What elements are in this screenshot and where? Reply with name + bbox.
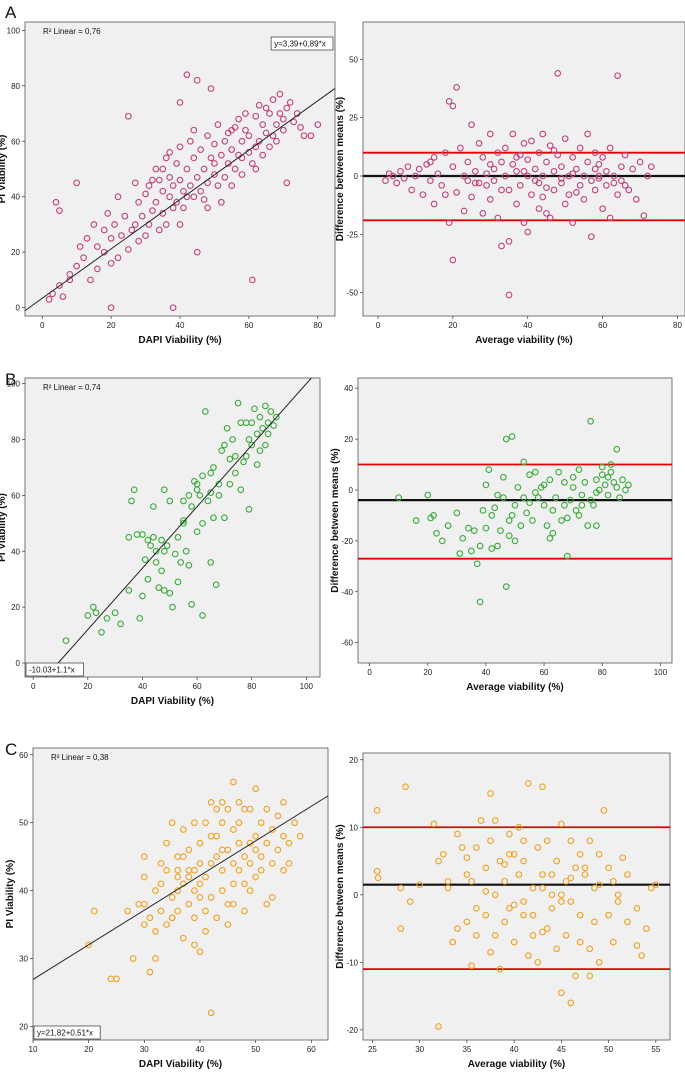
y-tick-label: 50 xyxy=(19,819,28,828)
y-tick-label: -60 xyxy=(341,639,353,648)
x-tick-label: 0 xyxy=(31,682,36,691)
y-tick-label: 80 xyxy=(11,435,20,444)
x-tick-label: 30 xyxy=(140,1045,149,1054)
chart-b-scatter: 0 20 40 60 80 100 0 20 40 60 80 100 DAPI Viability (… xyxy=(0,378,320,707)
x-tick-label: 40 xyxy=(481,668,490,677)
x-tick-label: 25 xyxy=(368,1045,377,1054)
r-squared-label: R² Linear = 0,74 xyxy=(43,383,101,392)
plot-area xyxy=(33,748,328,1040)
x-tick-label: 20 xyxy=(107,321,116,330)
y-tick-label: 0 xyxy=(16,304,21,313)
x-tick-label: 55 xyxy=(651,1045,660,1054)
y-tick-label: 25 xyxy=(349,114,358,123)
x-tick-label: 60 xyxy=(598,321,607,330)
panel-letter-a: A xyxy=(5,3,17,22)
panel-letter-c: C xyxy=(5,740,17,759)
x-tick-label: 45 xyxy=(557,1045,566,1054)
y-tick-label: 40 xyxy=(19,887,28,896)
y-tick-label: -50 xyxy=(346,289,358,298)
x-axis-label: DAPI Viability (%) xyxy=(131,696,214,707)
y-tick-label: 20 xyxy=(349,756,358,765)
chart-c-bland: 25 30 35 40 45 50 55 -20 -10 0 10 20 Average viabili… xyxy=(335,753,670,1070)
x-tick-label: 10 xyxy=(29,1045,38,1054)
x-tick-label: 20 xyxy=(448,321,457,330)
equation-label: -10.03+1.1*x xyxy=(29,666,75,675)
y-tick-label: 100 xyxy=(7,380,21,389)
y-tick-label: 40 xyxy=(11,547,20,556)
plot-area xyxy=(358,378,672,663)
y-tick-label: 80 xyxy=(11,82,20,91)
y-tick-label: 30 xyxy=(19,955,28,964)
x-tick-label: 35 xyxy=(462,1045,471,1054)
y-tick-label: 0 xyxy=(354,891,359,900)
x-axis-label: Average viability (%) xyxy=(466,682,563,693)
y-axis-label: Difference between means (%) xyxy=(330,448,341,593)
y-tick-label: -10 xyxy=(346,958,358,967)
x-tick-label: 0 xyxy=(376,321,381,330)
x-tick-label: 60 xyxy=(244,321,253,330)
x-tick-label: 80 xyxy=(673,321,682,330)
x-tick-label: 40 xyxy=(510,1045,519,1054)
y-tick-label: -20 xyxy=(346,1026,358,1035)
x-tick-label: 80 xyxy=(247,682,256,691)
y-axis-label: PI Viability (%) xyxy=(0,493,8,562)
y-tick-label: 20 xyxy=(344,435,353,444)
x-axis-label: Average viability (%) xyxy=(475,335,572,346)
plot-area xyxy=(363,753,670,1040)
y-tick-label: 100 xyxy=(7,26,21,35)
y-tick-label: 0 xyxy=(16,659,21,668)
y-tick-label: 0 xyxy=(349,486,354,495)
x-tick-label: 60 xyxy=(193,682,202,691)
x-tick-label: 0 xyxy=(40,321,45,330)
x-tick-label: 20 xyxy=(84,1045,93,1054)
chart-b-bland: 0 20 40 60 80 100 -60 -40 -20 0 20 40 Average viabil… xyxy=(330,378,672,693)
y-axis-label: Difference between means (%) xyxy=(335,824,346,969)
y-tick-label: 10 xyxy=(349,823,358,832)
x-tick-label: 20 xyxy=(423,668,432,677)
y-axis-label: PI Viability (%) xyxy=(5,860,16,929)
x-tick-label: 50 xyxy=(604,1045,613,1054)
x-tick-label: 40 xyxy=(523,321,532,330)
y-tick-label: -25 xyxy=(346,230,358,239)
equation-label: y=3,39+0,89*x xyxy=(274,40,326,49)
y-tick-label: -20 xyxy=(341,537,353,546)
y-tick-label: 40 xyxy=(344,384,353,393)
y-tick-label: 60 xyxy=(19,751,28,760)
x-tick-label: 40 xyxy=(138,682,147,691)
y-tick-label: 0 xyxy=(354,172,359,181)
x-tick-label: 80 xyxy=(313,321,322,330)
chart-a-scatter: 0 20 40 60 80 0 20 40 60 80 100 DAPI Viability (%) P… xyxy=(0,22,335,346)
y-tick-label: 50 xyxy=(349,55,358,64)
y-tick-label: 20 xyxy=(19,1022,28,1031)
x-tick-label: 60 xyxy=(307,1045,316,1054)
y-tick-label: 40 xyxy=(11,193,20,202)
x-tick-label: 30 xyxy=(415,1045,424,1054)
x-tick-label: 50 xyxy=(251,1045,260,1054)
x-tick-label: 100 xyxy=(300,682,314,691)
y-axis-label: PI Viability (%) xyxy=(0,135,8,204)
y-tick-label: 20 xyxy=(11,603,20,612)
x-tick-label: 40 xyxy=(176,321,185,330)
x-tick-label: 20 xyxy=(83,682,92,691)
x-axis-label: DAPI Viability (%) xyxy=(139,1059,222,1070)
y-tick-label: 20 xyxy=(11,248,20,257)
chart-c-scatter: 10 20 30 40 50 60 20 30 40 50 60 DAPI Viability (%)… xyxy=(5,748,328,1070)
y-tick-label: -40 xyxy=(341,588,353,597)
x-tick-label: 80 xyxy=(598,668,607,677)
chart-a-bland: 0 20 40 60 80 -50 -25 0 25 50 Average viability (%… xyxy=(335,22,685,346)
x-axis-label: Average viability (%) xyxy=(468,1059,565,1070)
x-axis-label: DAPI Viability (%) xyxy=(138,335,221,346)
x-tick-label: 100 xyxy=(654,668,668,677)
r-squared-label: R² Linear = 0,38 xyxy=(51,753,109,762)
y-tick-label: 60 xyxy=(11,491,20,500)
x-tick-label: 40 xyxy=(196,1045,205,1054)
x-tick-label: 0 xyxy=(367,668,372,677)
r-squared-label: R² Linear = 0,76 xyxy=(43,27,101,36)
equation-label: y=21,82+0,51*x xyxy=(37,1029,93,1038)
y-tick-label: 60 xyxy=(11,137,20,146)
x-tick-label: 60 xyxy=(540,668,549,677)
plot-area xyxy=(25,378,320,677)
y-axis-label: Difference between means (%) xyxy=(335,97,346,242)
